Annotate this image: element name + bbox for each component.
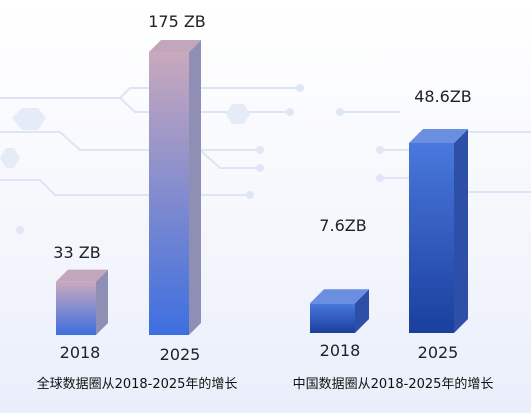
x-tick-label: 2018 [320, 341, 361, 360]
hexagon-shape [12, 108, 46, 130]
value-label: 175 ZB [148, 12, 206, 31]
value-label: 48.6ZB [414, 87, 472, 106]
chart-title: 全球数据圈从2018-2025年的增长 [37, 376, 238, 392]
bar-side [96, 269, 108, 335]
value-label: 33 ZB [53, 243, 100, 262]
x-tick-label: 2025 [418, 343, 459, 362]
bar-2018 [310, 303, 355, 333]
x-tick-label: 2018 [60, 343, 101, 362]
hexagon-shape [226, 104, 250, 124]
bar-side [189, 40, 201, 335]
bar-side [454, 129, 468, 333]
hexagon-shape [0, 148, 20, 168]
value-label: 7.6ZB [319, 216, 366, 235]
bar-top [310, 289, 369, 304]
bar-top [56, 269, 108, 282]
chart-title: 中国数据圈从2018-2025年的增长 [293, 376, 494, 392]
bars-layer [56, 40, 468, 335]
x-tick-label: 2025 [160, 345, 201, 364]
bar-2025 [409, 143, 454, 333]
bar-2018 [56, 281, 96, 335]
bar-2025 [149, 52, 189, 335]
bar-top [409, 129, 468, 143]
bar-side [355, 289, 369, 333]
bar-top [149, 40, 201, 52]
